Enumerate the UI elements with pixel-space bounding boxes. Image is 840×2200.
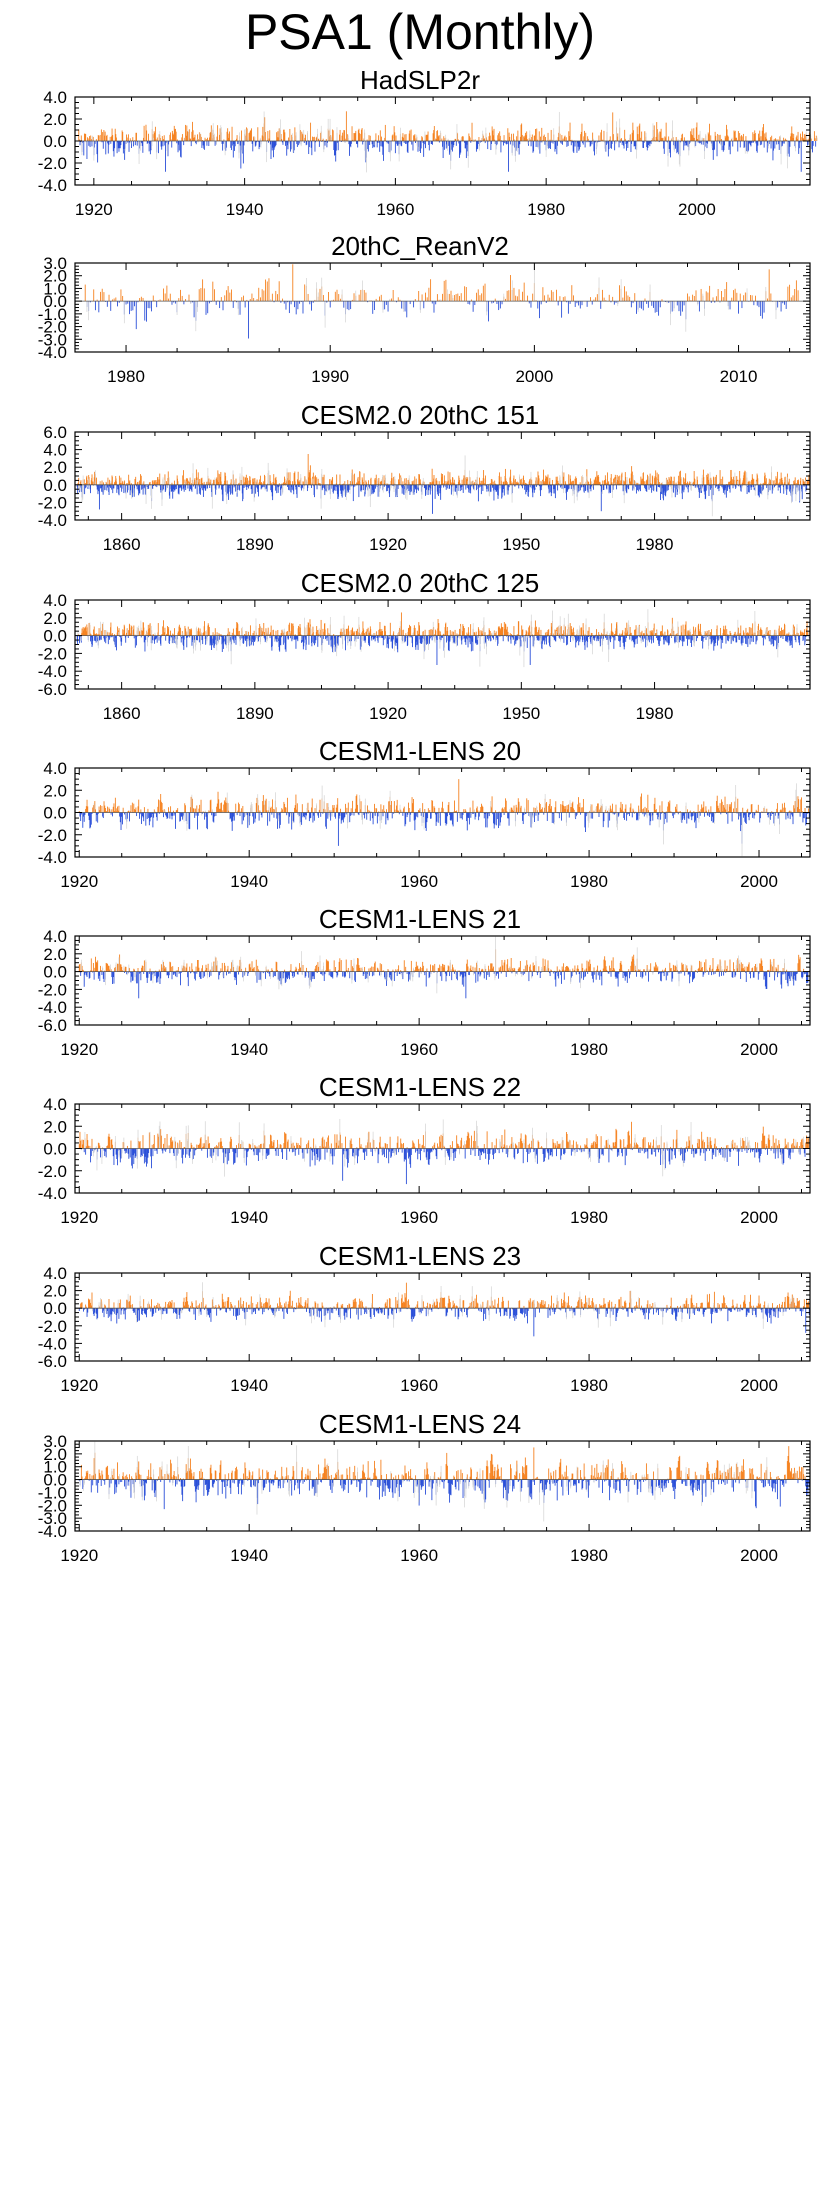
page-title: PSA1 (Monthly) [244,4,596,60]
x-tick-label: 2010 [720,367,758,386]
x-tick-label: 1990 [311,367,349,386]
y-tick-label: -4.0 [38,343,67,362]
positive-bars [77,454,810,485]
positive-bars [78,111,818,141]
y-tick-label: 6.0 [43,423,67,442]
x-tick-label: 2000 [515,367,553,386]
x-tick-label: 1960 [376,200,414,219]
x-tick-label: 1940 [226,200,264,219]
faint-bars [81,111,818,173]
panel-title: HadSLP2r [360,65,480,95]
x-tick-label: 1920 [369,535,407,554]
y-tick-label: -4.0 [38,511,67,530]
faint-bars [77,455,806,517]
chart-panel: 3.02.01.00.0-1.0-2.0-3.0-4.0 1980 1990 2000… [38,254,811,386]
negative-bars [76,484,811,514]
y-tick-label: -2.0 [38,154,67,173]
y-tick-label: 3.0 [43,254,67,273]
y-tick-label: 1.0 [43,279,67,298]
y-tick-label: 4.0 [43,88,67,107]
negative-bars [86,301,787,339]
faint-bars [86,268,777,332]
x-tick-label: 2000 [678,200,716,219]
y-tick-label: -2.0 [38,318,67,337]
y-tick-label: 4.0 [43,441,67,460]
y-tick-label: 0.0 [43,476,67,495]
chart-panel: 6.04.02.00.0-2.0-4.0 1860 1890 1920 1950 1980 [38,423,811,554]
y-tick-label: 0.0 [43,292,67,311]
x-tick-label: 1890 [236,535,274,554]
panel-title: 20thC_ReanV2 [331,231,509,261]
x-tick-label: 1920 [75,200,113,219]
y-tick-label: -2.0 [38,493,67,512]
x-tick-label: 1980 [527,200,565,219]
x-tick-label: 1950 [502,535,540,554]
y-tick-label: 2.0 [43,110,67,129]
positive-bars [77,612,811,636]
y-tick-label: -1.0 [38,305,67,324]
panel-title: CESM2.0 20thC 151 [300,400,540,430]
x-tick-label: 1980 [107,367,145,386]
chart-panel: 4.0 2.0 0.0 -2.0 -4.0 1920 1940 1960 1980 2000 [38,88,818,219]
y-tick-label: -3.0 [38,330,67,349]
y-tick-label: 2.0 [43,458,67,477]
y-tick-label: 2.0 [43,267,67,286]
x-tick-label: 1860 [103,535,141,554]
panel-title: CESM2.0 20thC 125 [300,568,540,598]
positive-bars [84,264,799,302]
y-tick-label: -4.0 [38,176,67,195]
y-tick-label: 0.0 [43,132,67,151]
x-tick-label: 1980 [636,535,674,554]
